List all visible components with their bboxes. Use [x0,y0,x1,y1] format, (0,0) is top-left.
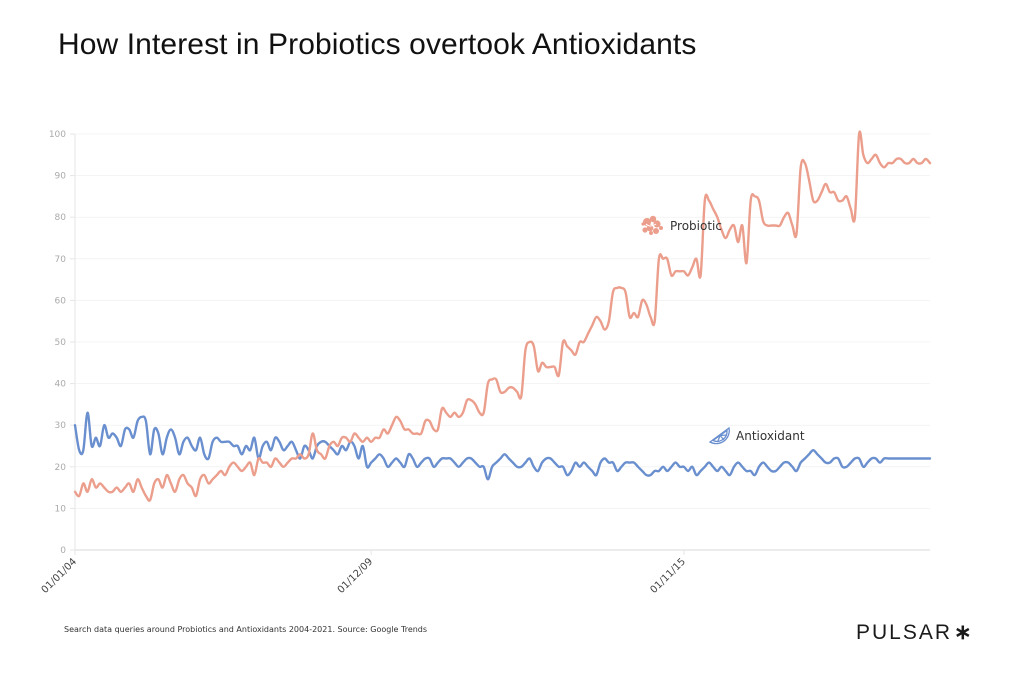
asterisk-icon: ∗ [954,621,974,644]
x-axis: 01/01/04 01/12/09 01/11/15 [40,549,930,596]
y-tick-label: 30 [55,421,67,431]
legend-label-antioxidant: Antioxidant [736,429,805,443]
gridlines [75,133,930,509]
x-tick-label: 01/12/09 [336,556,376,596]
y-tick-label: 70 [55,255,67,265]
chart-title: How Interest in Probiotics overtook Anti… [58,28,697,61]
y-tick-label: 40 [55,380,67,390]
legend-probiotic: Probiotic [641,215,722,235]
legend-antioxidant: Antioxidant [708,426,805,445]
y-tick-label: 10 [55,504,67,514]
citrus-slice-icon [708,426,730,445]
y-tick-label: 60 [55,296,67,306]
y-tick-label: 0 [60,546,66,556]
y-tick-label: 20 [55,463,67,473]
source-note: Search data queries around Probiotics an… [64,625,428,634]
series-lines [73,130,932,502]
brand-logo: PULSAR∗ [856,620,974,645]
series-line-probiotic [73,130,932,502]
brand-name: PULSAR [856,621,953,644]
x-tick-label: 01/11/15 [649,556,689,596]
y-tick-label: 90 [55,172,67,182]
y-tick-label: 100 [49,130,66,140]
x-tick-label: 01/01/04 [40,556,80,596]
y-tick-label: 80 [55,213,67,223]
bacteria-icon [641,215,663,235]
y-axis: 0 10 20 30 40 50 60 70 80 90 100 [49,130,76,556]
y-tick-label: 50 [55,338,67,348]
series-line-antioxidant [73,411,932,481]
legend-label-probiotic: Probiotic [670,219,722,233]
